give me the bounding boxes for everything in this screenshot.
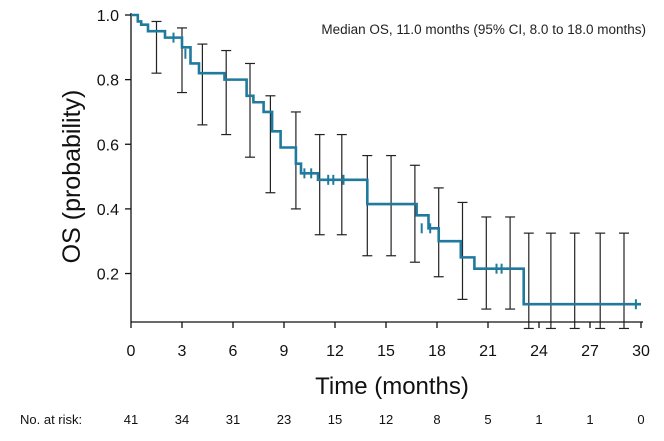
error-bar (265, 95, 276, 194)
x-tick-label: 12 (326, 343, 344, 360)
error-bar (409, 164, 420, 263)
y-tick-label: 1.0 (97, 8, 119, 25)
x-tick-label: 24 (530, 343, 548, 360)
x-tick-label: 3 (178, 343, 187, 360)
error-bar (457, 201, 468, 300)
y-axis-title: OS (probability) (58, 90, 86, 264)
error-bar (505, 216, 516, 310)
risk-count: 0 (637, 412, 644, 427)
x-tick-label: 27 (581, 343, 599, 360)
x-tick-label: 30 (632, 343, 650, 360)
risk-count: 8 (433, 412, 440, 427)
error-bar (619, 232, 629, 330)
y-tick-label: 0.2 (97, 267, 119, 284)
error-bar (569, 232, 580, 330)
error-bar (314, 133, 325, 236)
risk-count: 1 (535, 412, 542, 427)
error-bar (523, 232, 534, 330)
error-bar (151, 20, 162, 74)
error-bar (545, 232, 556, 330)
risk-count: 23 (277, 412, 291, 427)
error-bar (221, 49, 232, 136)
error-bar (362, 154, 373, 257)
risk-count: 41 (124, 412, 138, 427)
error-bar (336, 133, 347, 236)
x-tick-label: 6 (229, 343, 238, 360)
x-axis-title: Time (months) (315, 373, 469, 400)
x-tick-label: 21 (479, 343, 497, 360)
error-bar (245, 62, 255, 158)
median-os-annotation: Median OS, 11.0 months (95% CI, 8.0 to 1… (321, 22, 646, 37)
risk-table-label: No. at risk: (20, 412, 82, 427)
x-tick-label: 0 (127, 343, 136, 360)
risk-count: 15 (328, 412, 342, 427)
tick-labels: 0.2 0.4 0.6 0.8 1.0 0 3 6 9 12 15 18 21 24 27 30 (97, 8, 650, 360)
x-tick-label: 18 (428, 343, 446, 360)
y-tick-label: 0.8 (97, 73, 119, 90)
axes (130, 13, 643, 323)
risk-count: 34 (175, 412, 189, 427)
y-tick-label: 0.4 (97, 202, 119, 219)
os-step-line (131, 13, 641, 306)
risk-count: 5 (484, 412, 491, 427)
error-bar-layer (151, 20, 629, 330)
error-bar (197, 43, 208, 126)
error-bar (595, 232, 606, 330)
error-bar (481, 216, 492, 310)
risk-table-counts: 41 34 31 23 15 12 8 5 1 1 0 (124, 412, 645, 427)
survival-curve-layer (131, 13, 641, 310)
y-tick-label: 0.6 (97, 137, 119, 154)
x-tick-label: 9 (280, 343, 289, 360)
risk-count: 31 (226, 412, 240, 427)
risk-count: 1 (586, 412, 593, 427)
x-tick-label: 15 (377, 343, 395, 360)
risk-count: 12 (379, 412, 393, 427)
error-bar (386, 154, 397, 257)
